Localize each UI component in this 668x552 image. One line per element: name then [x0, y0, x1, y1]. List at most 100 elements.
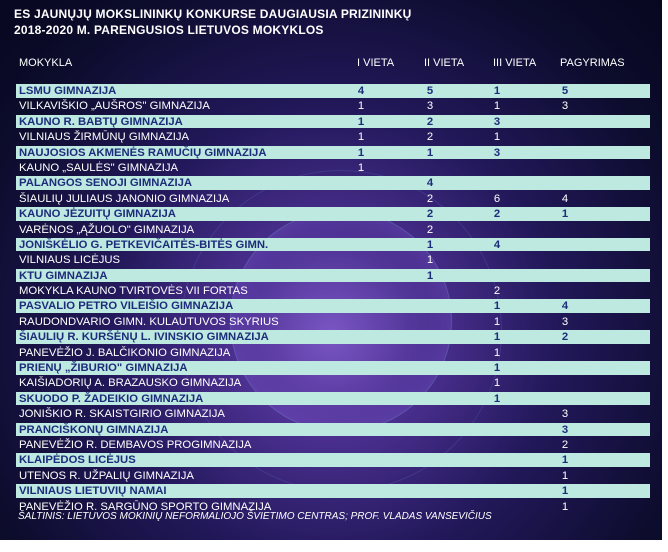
- table-row: VILNIAUS LIETUVIŲ NAMAI 1: [16, 484, 650, 499]
- row-highlight-bar: [16, 361, 650, 375]
- table-row: VILNIAUS ŽIRMŪNŲ GIMNAZIJA 1 2 1: [16, 130, 650, 145]
- school-name: LSMU GIMNAZIJA: [19, 85, 117, 97]
- row-highlight-bar: [16, 422, 650, 437]
- table-row: NAUJOSIOS AKMENĖS RAMUČIŲ GIMNAZIJA 1 1 3: [16, 145, 650, 161]
- school-name: VILNIAUS LIETUVIŲ NAMAI: [19, 485, 167, 498]
- table-row: LSMU GIMNAZIJA 4 5 1 5: [16, 84, 650, 99]
- school-name: JONIŠKĖLIO G. PETKEVIČAITĖS-BITĖS GIMN.: [19, 238, 269, 251]
- table-row: ŠIAULIŲ R. KURŠĖNŲ L. IVINSKIO GIMNAZIJA…: [16, 330, 650, 345]
- row-highlight-bar: [16, 145, 650, 160]
- third-place-count: 6: [493, 192, 501, 205]
- table-row: KAIŠIADORIŲ A. BRAZAUSKO GIMNAZIJA 1: [16, 376, 650, 391]
- commendation-count: 2: [561, 331, 569, 344]
- row-highlight-bar: [16, 114, 650, 129]
- table-row: JONIŠKĖLIO G. PETKEVIČAITĖS-BITĖS GIMN. 1…: [16, 237, 650, 253]
- third-place-count: 1: [493, 85, 501, 97]
- second-place-count: 2: [426, 208, 434, 221]
- commendation-count: 1: [561, 454, 569, 467]
- table-row: PANEVĖŽIO R. DEMBAVOS PROGIMNAZIJA 2: [16, 438, 650, 453]
- third-place-count: 1: [493, 331, 501, 344]
- commendation-count: 2: [561, 438, 569, 451]
- header-second-place: II VIETA: [424, 57, 465, 69]
- commendation-count: 3: [561, 315, 569, 328]
- school-name: RAUDONDVARIO GIMN. KULAUTUVOS SKYRIUS: [19, 315, 279, 328]
- table-row: VILNIAUS LICĖJUS 1: [16, 253, 650, 268]
- row-highlight-bar: [16, 176, 650, 190]
- table-row: VARĖNOS „ĄŽUOLO" GIMNAZIJA 2: [16, 223, 650, 238]
- second-place-count: 3: [426, 100, 434, 113]
- third-place-count: 1: [493, 377, 501, 390]
- school-name: VILKAVIŠKIO „AUŠROS" GIMNAZIJA: [19, 100, 210, 113]
- table-row: PRIENŲ „ŽIBURIO" GIMNAZIJA 1: [16, 361, 650, 376]
- school-name: PANEVĖŽIO R. DEMBAVOS PROGIMNAZIJA: [19, 438, 252, 451]
- third-place-count: 2: [493, 208, 501, 221]
- row-highlight-bar: [16, 299, 650, 313]
- school-name: PANEVĖŽIO J. BALČIKONIO GIMNAZIJA: [19, 346, 231, 359]
- commendation-count: 4: [561, 192, 569, 205]
- row-highlight-bar: [16, 207, 650, 221]
- school-name: UTENOS R. UŽPALIŲ GIMNAZIJA: [19, 469, 194, 482]
- table-row: RAUDONDVARIO GIMN. KULAUTUVOS SKYRIUS 1 3: [16, 315, 650, 330]
- second-place-count: 2: [426, 223, 434, 236]
- commendation-count: 1: [561, 500, 569, 513]
- table-row: PASVALIO PETRO VILEIŠIO GIMNAZIJA 1 4: [16, 299, 650, 314]
- table-row: PANEVĖŽIO R. SARGŪNO SPORTO GIMNAZIJA 1: [16, 500, 650, 515]
- row-highlight-bar: [16, 453, 650, 467]
- infographic-panel: ES JAUNŲJŲ MOKSLININKŲ KONKURSE DAUGIAUS…: [0, 0, 662, 540]
- commendation-count: 3: [561, 423, 569, 436]
- third-place-count: 3: [493, 146, 501, 159]
- third-place-count: 2: [493, 285, 501, 298]
- table-row: ŠIAULIŲ JULIAUS JANONIO GIMNAZIJA 2 6 4: [16, 192, 650, 207]
- school-name: KAUNO „SAULĖS" GIMNAZIJA: [19, 161, 179, 174]
- third-place-count: 3: [493, 115, 501, 128]
- commendation-count: 3: [561, 408, 569, 421]
- second-place-count: 1: [426, 269, 434, 282]
- table-row: VILKAVIŠKIO „AUŠROS" GIMNAZIJA 1 3 1 3: [16, 99, 650, 114]
- third-place-count: 4: [493, 238, 501, 251]
- school-name: KLAIPĖDOS LICĖJUS: [19, 454, 136, 467]
- title-line-2: 2018-2020 M. PARENGUSIOS LIETUVOS MOKYKL…: [14, 23, 324, 37]
- table-row: KTU GIMNAZIJA 1: [16, 268, 650, 284]
- table-row: SKUODO P. ŽADEIKIO GIMNAZIJA 1: [16, 391, 650, 407]
- header-school: MOKYKLA: [19, 57, 73, 69]
- third-place-count: 1: [493, 100, 501, 113]
- third-place-count: 1: [493, 346, 501, 359]
- header-commendation: PAGYRIMAS: [560, 57, 625, 69]
- table-row: UTENOS R. UŽPALIŲ GIMNAZIJA 1: [16, 469, 650, 484]
- school-name: ŠIAULIŲ JULIAUS JANONIO GIMNAZIJA: [19, 192, 230, 205]
- school-name: PANEVĖŽIO R. SARGŪNO SPORTO GIMNAZIJA: [19, 500, 272, 513]
- row-highlight-bar: [16, 391, 650, 406]
- table-row: KAUNO JĖZUITŲ GIMNAZIJA 2 2 1: [16, 207, 650, 222]
- row-highlight-bar: [16, 330, 650, 344]
- table-row: MOKYKLA KAUNO TVIRTOVĖS VII FORTAS 2: [16, 284, 650, 299]
- first-place-count: 1: [357, 115, 365, 128]
- school-name: VARĖNOS „ĄŽUOLO" GIMNAZIJA: [19, 223, 195, 236]
- first-place-count: 1: [357, 161, 365, 174]
- school-name: PALANGOS SENOJI GIMNAZIJA: [19, 177, 193, 190]
- commendation-count: 3: [561, 100, 569, 113]
- school-name: PRANCIŠKONŲ GIMNAZIJA: [19, 423, 169, 436]
- third-place-count: 1: [493, 131, 501, 144]
- second-place-count: 2: [426, 131, 434, 144]
- commendation-count: 5: [561, 85, 569, 97]
- table-row: JONIŠKIO R. SKAISTGIRIO GIMNAZIJA 3: [16, 407, 650, 422]
- header-third-place: III VIETA: [493, 57, 537, 69]
- school-name: PRIENŲ „ŽIBURIO" GIMNAZIJA: [19, 362, 188, 375]
- header-first-place: I VIETA: [357, 57, 395, 69]
- school-name: ŠIAULIŲ R. KURŠĖNŲ L. IVINSKIO GIMNAZIJA: [19, 331, 269, 344]
- row-highlight-bar: [16, 237, 650, 252]
- source-note: ŠALTINIS: LIETUVOS MOKINIŲ NEFORMALIOJO …: [18, 511, 492, 522]
- table-row: KAUNO „SAULĖS" GIMNAZIJA 1: [16, 161, 650, 176]
- results-table: LSMU GIMNAZIJA 4 5 1 5 VILKAVIŠKIO „AUŠROS" G…: [16, 84, 650, 515]
- third-place-count: 1: [493, 362, 501, 375]
- school-name: JONIŠKIO R. SKAISTGIRIO GIMNAZIJA: [19, 408, 225, 421]
- school-name: VILNIAUS ŽIRMŪNŲ GIMNAZIJA: [19, 131, 190, 144]
- third-place-count: 1: [493, 300, 501, 313]
- second-place-count: 5: [426, 85, 434, 97]
- first-place-count: 1: [357, 146, 365, 159]
- table-row: PRANCIŠKONŲ GIMNAZIJA 3: [16, 422, 650, 438]
- table-row: KLAIPĖDOS LICĖJUS 1: [16, 453, 650, 468]
- commendation-count: 4: [561, 300, 569, 313]
- commendation-count: 1: [561, 485, 569, 498]
- school-name: KTU GIMNAZIJA: [19, 269, 108, 282]
